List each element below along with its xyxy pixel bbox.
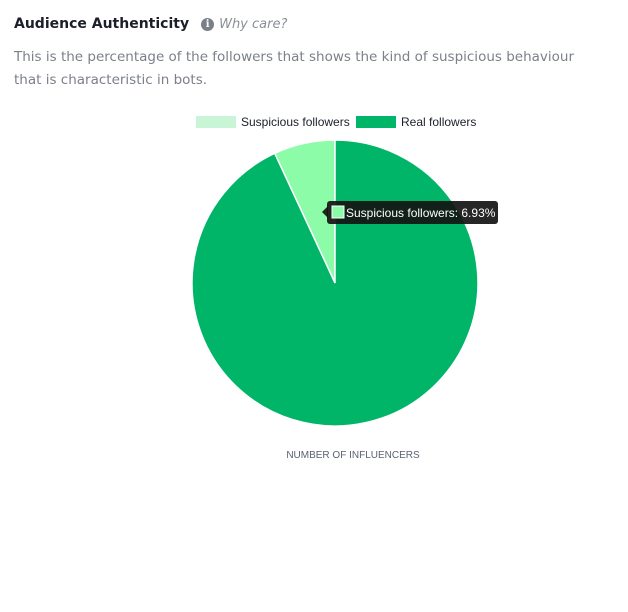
section-header: Audience Authenticity i Why care? [14,16,287,32]
tooltip-text: Suspicious followers: 6.93% [346,206,496,220]
legend-label-suspicious-followers[interactable]: Suspicious followers [241,115,350,129]
x-axis-label: NUMBER OF INFLUENCERS [286,450,420,461]
pie-slice-real-followers[interactable] [191,139,479,427]
why-care-link[interactable]: Why care? [219,16,288,32]
legend-label-real-followers[interactable]: Real followers [401,115,476,129]
section-description: This is the percentage of the followers … [14,49,575,88]
tooltip-box [327,201,498,224]
section-title: Audience Authenticity [14,16,190,32]
tooltip-swatch [331,205,345,219]
pie-slices [191,139,479,427]
legend-swatch-suspicious-followers[interactable] [196,116,236,128]
tooltip-caret [322,206,328,218]
chart-tooltip: Suspicious followers: 6.93% [322,201,498,224]
legend-swatch-real-followers[interactable] [356,116,396,128]
info-icon[interactable]: i [201,17,215,31]
chart-legend: Suspicious followers Real followers [196,115,476,129]
